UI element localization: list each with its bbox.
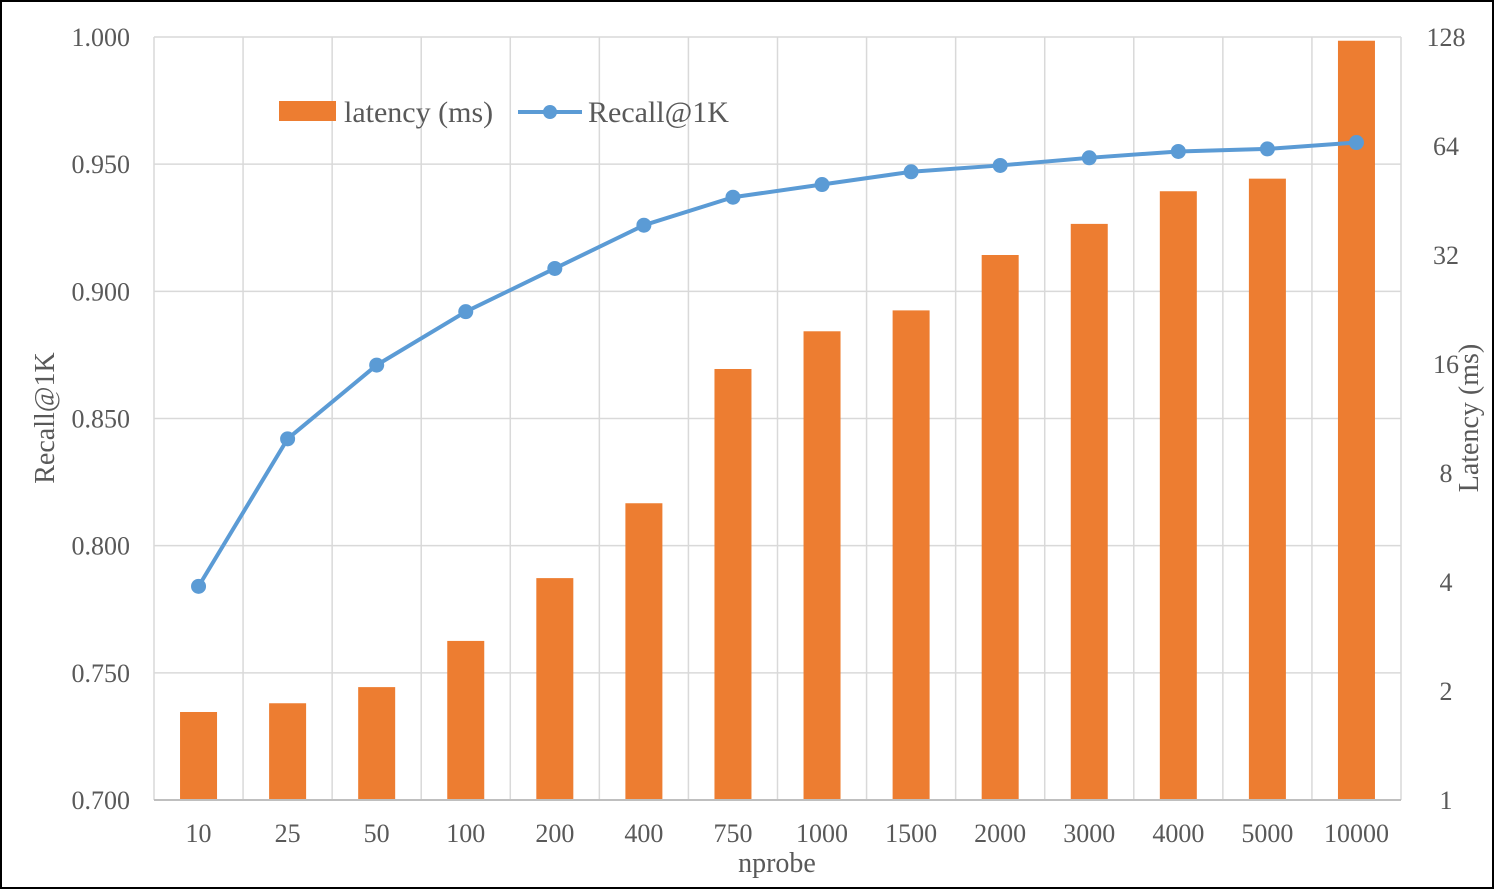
y-right-tick-label: 64 [1433,132,1459,161]
recall-point [191,578,207,594]
x-tick-label: 10000 [1324,819,1389,848]
y-right-tick-label: 32 [1433,241,1459,270]
latency-bar [1070,223,1108,800]
x-tick-label: 100 [446,819,485,848]
latency-bar [981,255,1019,800]
y-right-tick-label: 4 [1440,568,1453,597]
x-tick-label: 25 [275,819,301,848]
recall-point [992,157,1008,173]
y-left-tick-label: 1.000 [72,23,131,52]
latency-bar [180,711,218,800]
latency-bar [536,578,574,800]
recall-point [725,189,741,205]
y-right-tick-label: 2 [1440,677,1453,706]
y-axis-left-title: Recall@1K [30,352,61,484]
latency-bar [447,640,485,800]
latency-bar [625,503,663,800]
recall-line [196,140,1357,588]
x-tick-label: 1500 [885,819,937,848]
recall-point [636,217,652,233]
x-tick-label: 1000 [796,819,848,848]
legend-swatch-latency [279,101,336,121]
recall-point [369,357,385,373]
y-left-tick-label: 0.950 [72,150,131,179]
latency-bar [1159,191,1197,801]
x-tick-label: 10 [186,819,212,848]
recall-point [1170,143,1186,159]
y-right-tick-label: 16 [1433,350,1459,379]
x-tick-label: 200 [535,819,574,848]
axes: 0.700 0.750 0.800 0.850 0.900 0.950 1.000 1 2 4 8 1… [72,23,1466,848]
recall-point [458,304,474,320]
latency-bar [803,331,841,800]
x-tick-label: 5000 [1241,819,1293,848]
x-tick-label: 4000 [1152,819,1204,848]
recall-point [280,431,296,447]
recall-line-series [191,135,1364,594]
legend-label-latency: latency (ms) [344,96,493,129]
y-right-tick-label: 1 [1440,786,1453,815]
recall-point [1259,141,1275,157]
x-tick-label: 750 [713,819,752,848]
y-left-tick-label: 0.700 [72,786,131,815]
latency-bar [1248,178,1286,800]
y-left-tick-label: 0.850 [72,405,131,434]
y-right-tick-label: 128 [1427,23,1466,52]
x-tick-label: 3000 [1063,819,1115,848]
latency-bar [892,310,930,800]
latency-bar [714,368,752,800]
y-left-tick-label: 0.750 [72,659,131,688]
y-left-tick-label: 0.800 [72,532,131,561]
legend-label-recall: Recall@1K [588,96,729,129]
x-tick-label: 50 [364,819,390,848]
y-left-tick-label: 0.900 [72,277,131,306]
recall-point [814,177,830,193]
x-tick-label: 400 [624,819,663,848]
recall-point [1081,150,1097,166]
recall-point [903,164,919,180]
latency-bar [1337,40,1375,801]
x-axis-title: nprobe [738,848,816,879]
recall-point [1348,135,1364,151]
y-right-tick-label: 8 [1440,459,1453,488]
legend-swatch-recall-marker [543,105,557,119]
recall-point [547,260,563,276]
y-axis-right-title: Latency (ms) [1454,344,1485,493]
latency-bars [180,40,1375,801]
latency-bar [358,687,396,800]
latency-bar [269,703,307,800]
legend: latency (ms) Recall@1K [279,96,729,129]
x-tick-label: 2000 [974,819,1026,848]
